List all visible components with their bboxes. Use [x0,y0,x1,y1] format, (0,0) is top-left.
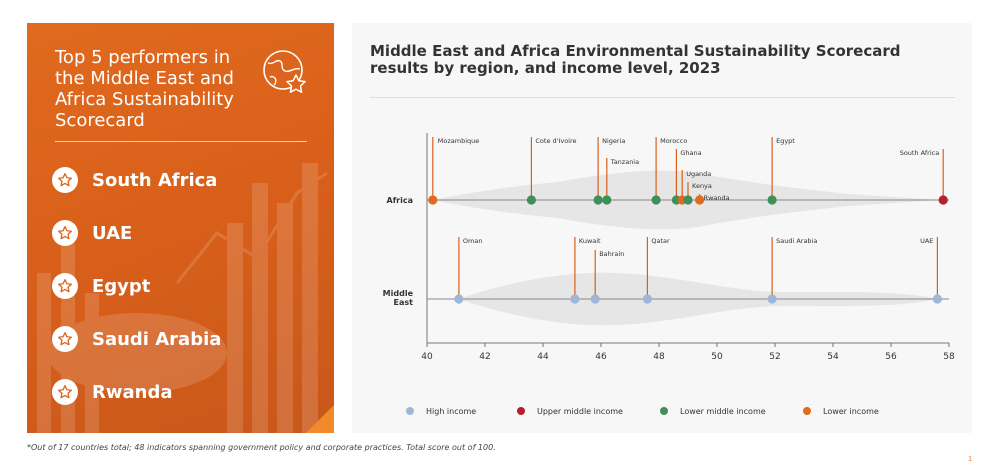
data-point [593,195,603,205]
x-tick-label: 46 [595,352,607,362]
data-label: Mozambique [438,137,480,145]
data-label: Ghana [680,149,701,157]
x-tick-label: 56 [885,352,897,362]
page-number: 1 [968,456,972,463]
data-label: Egypt [776,137,795,145]
performer-label: Rwanda [92,381,173,403]
x-tick-label: 54 [827,352,839,362]
data-point [695,195,705,205]
top-performers-panel: Top 5 performers in the Middle East and … [27,23,334,433]
x-tick-label: 42 [479,352,490,362]
performer-label: UAE [92,222,133,244]
star-icon [52,379,78,405]
data-label: Oman [463,237,483,245]
data-point [932,294,943,304]
data-point [767,195,777,205]
x-tick-label: 48 [653,352,665,362]
globe-star-icon [263,50,306,93]
data-point [651,195,661,205]
footnote: *Out of 17 countries total; 48 indicator… [27,443,496,452]
data-label: Kenya [692,182,712,190]
data-point [590,294,600,304]
data-point [938,195,948,205]
data-label: Cote d'Ivoire [535,137,576,145]
background-chart-graphic [37,163,328,433]
data-point [526,195,536,205]
performer-item: Saudi Arabia [52,324,221,354]
performer-label: Saudi Arabia [92,328,222,350]
performer-label: South Africa [92,169,218,191]
chart-panel: Middle East and Africa Environmental Sus… [352,23,972,433]
data-label: Nigeria [602,137,625,145]
legend-label: Upper middle income [537,407,623,416]
data-label: UAE [920,237,933,245]
data-label: South Africa [900,149,940,157]
performer-item: UAE [52,218,132,248]
legend-swatch [803,407,811,415]
star-icon [52,220,78,246]
data-label: Kuwait [579,237,601,245]
x-tick-label: 50 [711,352,723,362]
performer-item: South Africa [52,165,217,195]
chart-legend: High income Upper middle income Lower midd… [406,407,879,416]
x-tick-label: 58 [943,352,955,362]
category-label: Middle East [383,289,414,307]
x-tick-label: 40 [421,352,433,362]
legend-swatch [517,407,525,415]
performer-item: Rwanda [52,377,172,407]
data-point [602,195,612,205]
data-label: Rwanda [704,194,730,202]
legend-label: High income [426,407,476,416]
data-label: Tanzania [610,158,639,166]
legend-label: Lower middle income [680,407,766,416]
title-divider [370,97,955,98]
category-label: Africa [387,196,414,205]
data-label: Qatar [651,237,670,245]
data-point [428,195,438,205]
x-tick-label: 52 [769,352,780,362]
performer-item: Egypt [52,271,150,301]
star-icon [52,273,78,299]
data-label: Uganda [686,170,711,178]
panel-divider [55,141,307,142]
data-point [454,294,464,304]
data-point [683,195,693,205]
star-icon [52,167,78,193]
legend-label: Lower income [823,407,879,416]
chart-marks: Mozambique Cote d'Ivoire Nigeria Tanzania Mo… [428,137,948,304]
legend-swatch [660,407,668,415]
corner-accent [306,405,334,433]
x-tick-label: 44 [537,352,549,362]
legend-swatch [406,407,414,415]
data-point [642,294,652,304]
star-icon [52,326,78,352]
data-point [767,294,777,304]
data-point [570,294,580,304]
scorecard-chart: 40 42 44 46 48 50 52 54 56 58 Africa Middle East Moz… [383,133,955,416]
data-label: Bahrain [599,250,624,258]
data-label: Saudi Arabia [776,237,817,245]
panel-title: Top 5 performers in the Middle East and … [55,47,234,131]
chart-axes: 40 42 44 46 48 50 52 54 56 58 Africa Middle East [383,133,955,362]
data-label: Morocco [660,137,687,145]
performer-label: Egypt [92,275,151,297]
chart-title: Middle East and Africa Environmental Sus… [370,42,901,77]
